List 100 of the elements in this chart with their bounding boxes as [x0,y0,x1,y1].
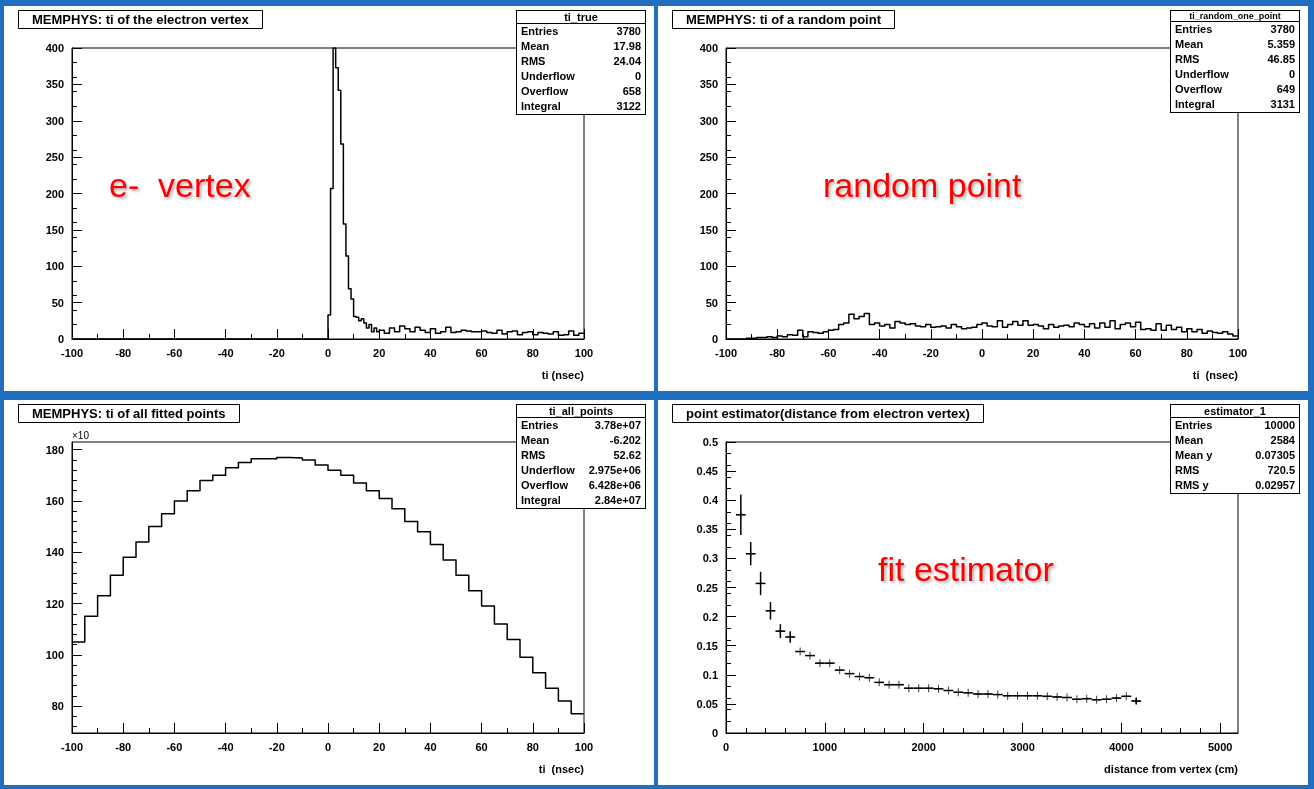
annotation: Overflow [521,477,569,493]
y-tick-label: 180 [45,443,64,456]
text: 0 [1288,68,1295,80]
text: 52.62 [613,448,641,461]
y-tick-label: 140 [45,545,64,558]
annotation: Mean [521,432,550,448]
y-tick-label: 0.4 [702,493,719,506]
annotation: Underflow [1175,67,1229,82]
text: 3.78e+07 [594,418,641,431]
annotation: Overflow [521,84,569,99]
x-tick-label: 20 [373,740,386,752]
annotation: Mean [521,39,550,54]
text: ti_random_one_point [1189,11,1281,21]
text: -6.202 [609,433,641,446]
y-tick-label: 0 [711,333,718,345]
point [736,510,745,519]
x-tick-label: -40 [871,346,888,359]
y-tick-label: 0 [711,726,718,739]
annotation: Integral [521,99,561,114]
y-tick-label: 350 [45,78,64,91]
x-tick-label: 80 [1180,346,1193,359]
y-tick-label: 0.45 [696,464,718,477]
x-tick-label: -20 [268,740,285,752]
x-axis-title: distance from vertex (cm) [1104,762,1239,774]
y-tick-label: 250 [699,151,718,164]
x-tick-label: 100 [574,346,594,359]
y-tick-label: 350 [699,78,718,91]
annotation: Integral [521,492,561,508]
x-tick-label: 60 [475,346,488,359]
y-tick-label: 0.5 [702,435,718,448]
x-tick-label: -80 [769,346,786,359]
x-tick-label: 4000 [1109,740,1134,752]
x-tick-label: 20 [373,346,386,359]
annotation: Mean [1175,37,1204,52]
annotation: RMS [521,54,546,69]
x-axis-title: ti (nsec) [1192,368,1239,381]
x-tick-label: 5000 [1207,740,1233,752]
annotation: RMS y [1175,477,1209,493]
x-axis-title: ti (nsec) [538,762,585,774]
x-tick-label: -60 [166,740,183,752]
y-tick-label: 400 [699,42,718,54]
x-tick-label: 0 [324,740,332,752]
text: 0 [634,70,641,82]
text: 5.359 [1267,38,1295,50]
text: 2.84e+07 [594,493,641,506]
y-tick-label: 100 [45,648,64,661]
y-tick-label: 300 [45,114,64,127]
annotation: Underflow [521,462,575,478]
text: 720.5 [1267,463,1295,476]
annotation: Mean [1175,432,1204,448]
chart-title: MEMPHYS: ti of all fitted points [32,405,226,421]
text: 649 [1276,83,1295,95]
text: 17.98 [613,40,641,52]
x-tick-label: 60 [1129,346,1142,359]
y-tick-label: 0.35 [696,522,718,535]
annotation: fit estimator [878,549,1054,589]
text: 3122 [616,100,641,112]
y-tick-label: 150 [45,223,64,236]
text: 10000 [1264,418,1295,431]
text: Entries [521,418,559,431]
y-tick-label: 160 [45,494,64,507]
x-tick-label: 40 [1078,346,1091,359]
x-tick-label: 40 [424,740,437,752]
chart-title: point estimator(distance from electron vertex) [686,405,970,421]
y-tick-label: 120 [45,597,64,610]
text: Entries [1175,418,1213,431]
x-tick-label: 0 [978,346,986,359]
x-tick-label: -20 [268,346,285,359]
text: 2584 [1270,433,1295,446]
annotation: e- vertex [109,166,251,205]
x-tick-label: 20 [1027,346,1040,359]
x-tick-label: -40 [217,346,234,359]
y-tick-label: 0 [57,333,64,345]
y-tick-label: 0.15 [696,639,718,652]
y-tick-label: 200 [45,187,64,200]
text: Entries [1175,23,1213,35]
text: 0.07305 [1255,448,1295,461]
x-tick-label: 100 [574,740,594,752]
x-tick-label: -20 [922,346,939,359]
x-tick-label: 0 [324,346,332,359]
x-tick-label: 80 [526,346,539,359]
y-tick-label: 100 [699,260,718,273]
x-tick-label: 100 [1228,346,1248,359]
text: 24.04 [613,55,641,67]
x-tick-label: 1000 [812,740,838,752]
chart-title: MEMPHYS: ti of a random point [686,12,882,27]
text: 3131 [1270,98,1295,110]
text: 46.85 [1267,53,1295,65]
point [746,549,755,558]
annotation: RMS [1175,462,1200,478]
text: 658 [622,85,641,97]
y-tick-label: 50 [51,296,64,309]
text: 2.975e+06 [588,463,641,476]
y-tick-label: 100 [45,260,64,273]
x-tick-label: -60 [166,346,183,359]
y-tick-label: 250 [45,151,64,164]
annotation: RMS [1175,52,1200,67]
x-tick-label: 0 [722,740,730,752]
x-tick-label: -100 [60,740,84,752]
text: 0.02957 [1255,478,1295,491]
